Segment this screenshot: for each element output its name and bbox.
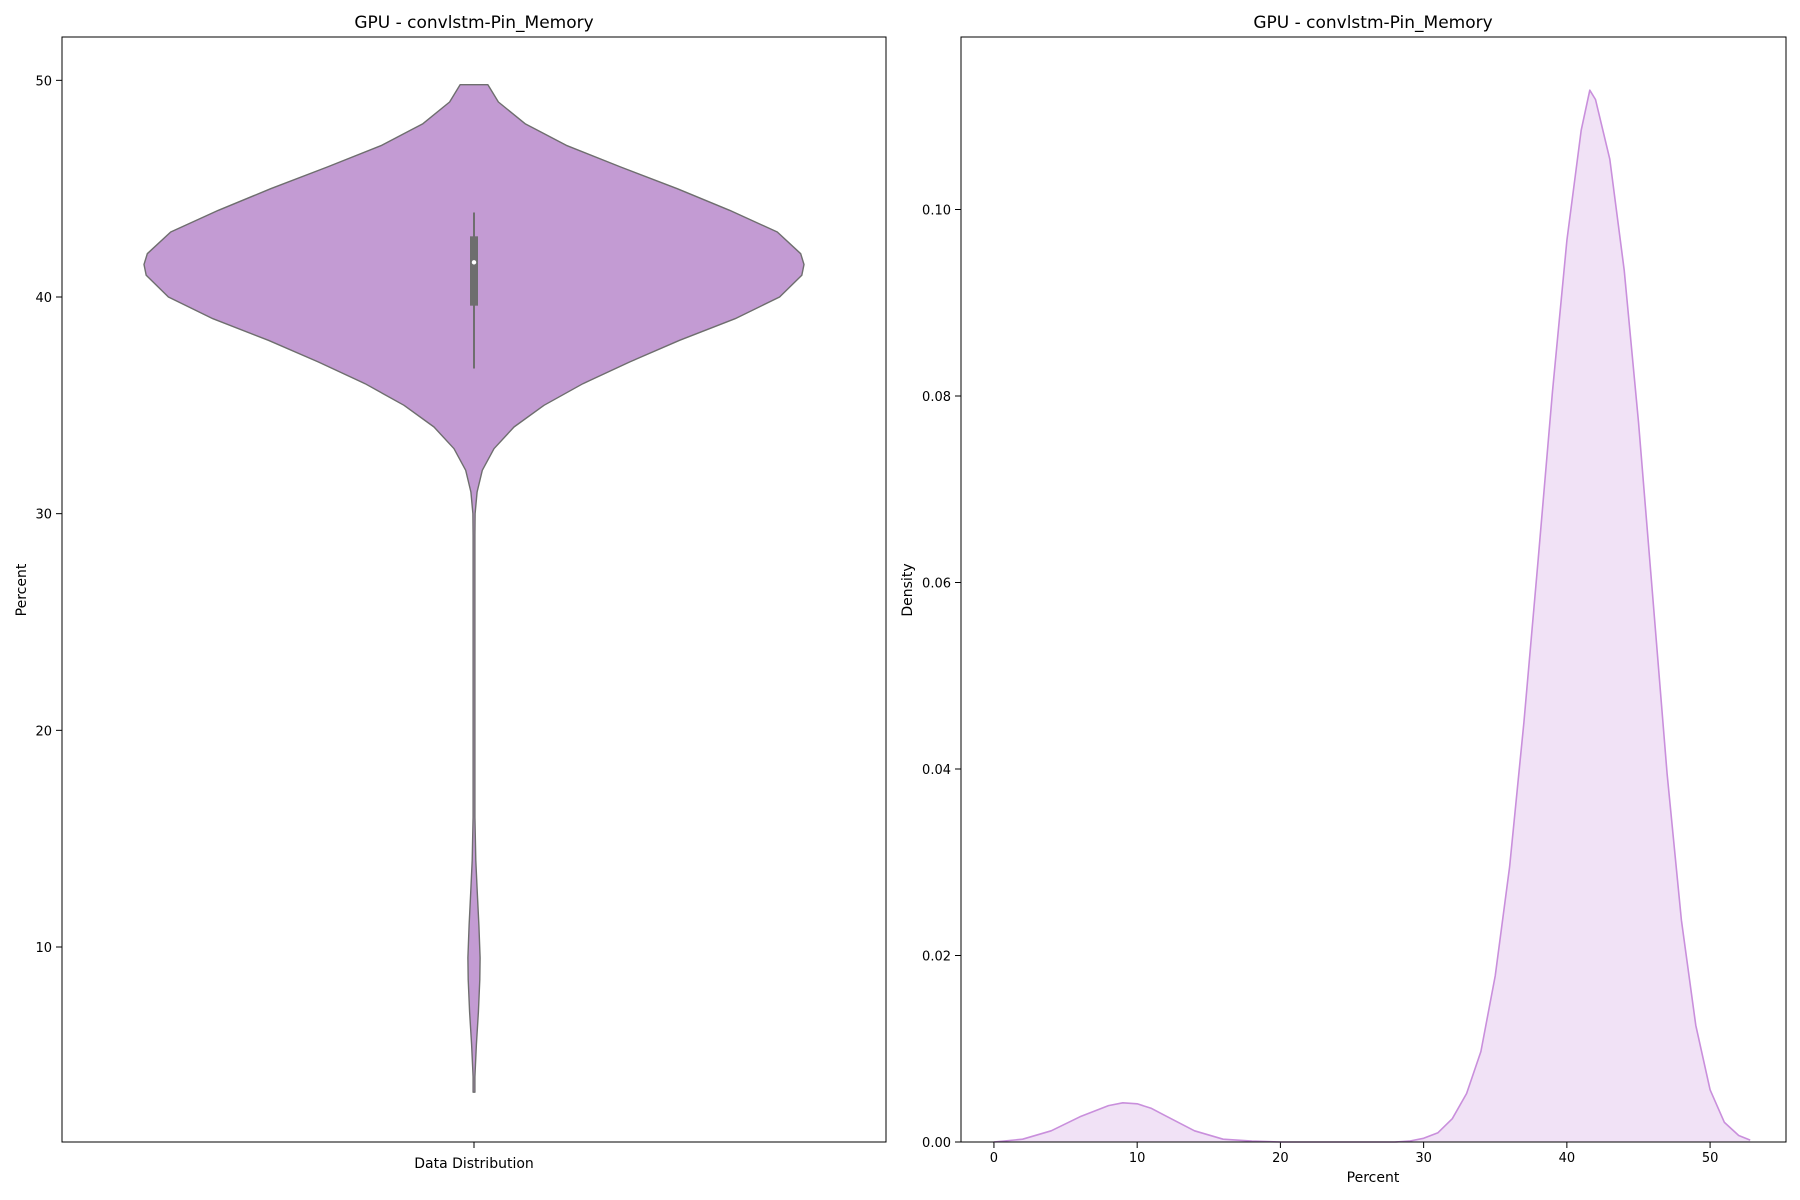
- violin-y-tick-label: 20: [35, 724, 52, 739]
- violin-y-tick-label: 50: [35, 74, 52, 89]
- density-plot-frame: [960, 36, 1787, 1143]
- density-chart-title: GPU - convlstm-Pin_Memory: [1253, 13, 1492, 33]
- violin-y-axis-label: Percent: [14, 563, 30, 616]
- density-x-axis-label: Percent: [1347, 1170, 1400, 1186]
- density-y-tick-label: 0.04: [922, 763, 951, 778]
- density-x-tick-label: 10: [1129, 1151, 1146, 1166]
- density-curve-line: [993, 89, 1751, 1143]
- violin-y-tick-label: 40: [35, 291, 52, 306]
- density-y-tick-label: 0.08: [922, 390, 951, 405]
- density-x-ticks: 0 10 20 30 40 50: [990, 1142, 1719, 1166]
- violin-y-tick-label: 30: [35, 508, 52, 523]
- violin-y-tick-label: 10: [35, 941, 52, 956]
- density-y-axis-label: Density: [900, 563, 916, 616]
- density-y-tick-label: 0.00: [922, 1136, 951, 1151]
- density-plot-panel: GPU - convlstm-Pin_Memory 0.000.020.040.…: [900, 13, 1787, 1186]
- density-x-tick-label: 40: [1559, 1151, 1576, 1166]
- density-y-tick-label: 0.06: [922, 577, 951, 592]
- density-x-tick-label: 0: [990, 1151, 998, 1166]
- density-x-tick-label: 50: [1702, 1151, 1719, 1166]
- density-y-tick-label: 0.10: [922, 204, 951, 219]
- density-x-tick-label: 20: [1272, 1151, 1289, 1166]
- violin-iqr-box: [470, 236, 478, 306]
- density-y-ticks: 0.00 0.02 0.04 0.06 0.08 0.10: [922, 204, 961, 1151]
- density-y-tick-label: 0.02: [922, 950, 951, 965]
- violin-y-ticks: 10 20 30 40 50: [35, 74, 62, 956]
- violin-median-marker: [471, 260, 477, 265]
- violin-body: [143, 84, 805, 1093]
- density-fill-area: [993, 90, 1751, 1143]
- density-x-tick-label: 30: [1415, 1151, 1432, 1166]
- violin-chart-title: GPU - convlstm-Pin_Memory: [354, 13, 593, 33]
- violin-plot-panel: GPU - convlstm-Pin_Memory 10 20 30 40 50 Dat…: [14, 13, 887, 1172]
- violin-x-category-label: Data Distribution: [414, 1156, 534, 1172]
